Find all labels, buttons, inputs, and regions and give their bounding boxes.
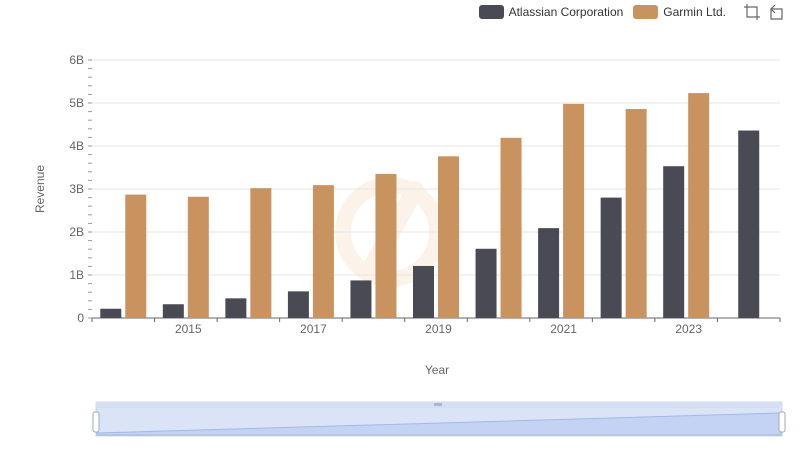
- y-tick-label: 0: [77, 311, 84, 325]
- bar-garmin[interactable]: [187, 196, 209, 318]
- data-zoom-move-grip[interactable]: [434, 403, 442, 406]
- y-tick-label: 5B: [69, 96, 84, 110]
- bar-atlassian[interactable]: [162, 304, 184, 318]
- data-zoom-preview: [96, 412, 782, 436]
- bar-atlassian[interactable]: [225, 298, 247, 318]
- bar-garmin[interactable]: [375, 173, 397, 318]
- x-axis: 2015 2017 2019 2021 2023: [91, 317, 781, 336]
- bar-garmin[interactable]: [625, 109, 647, 319]
- data-zoom-right-handle[interactable]: [778, 411, 786, 433]
- zoom-icon[interactable]: [744, 4, 760, 20]
- legend-label-garmin: Garmin Ltd.: [663, 5, 726, 19]
- legend-swatch-atlassian: [478, 5, 504, 19]
- bar-atlassian[interactable]: [600, 197, 622, 318]
- y-tick-label: 2B: [69, 225, 84, 239]
- legend-item-atlassian[interactable]: Atlassian Corporation: [478, 5, 624, 19]
- bar-garmin[interactable]: [125, 194, 147, 318]
- data-zoom-slider[interactable]: [92, 401, 786, 437]
- legend-item-garmin[interactable]: Garmin Ltd.: [633, 5, 726, 19]
- bar-garmin[interactable]: [500, 137, 522, 318]
- bar-atlassian[interactable]: [350, 280, 372, 318]
- x-tick-label: 2019: [425, 322, 452, 336]
- bar-garmin[interactable]: [688, 93, 710, 318]
- bar-garmin[interactable]: [563, 103, 585, 318]
- x-axis-label: Year: [425, 363, 449, 377]
- legend: Atlassian Corporation Garmin Ltd.: [478, 4, 784, 20]
- data-zoom-left-handle[interactable]: [92, 411, 100, 433]
- y-tick-label: 4B: [69, 139, 84, 153]
- bar-atlassian[interactable]: [413, 265, 434, 318]
- bar-atlassian[interactable]: [538, 228, 560, 318]
- bar-garmin[interactable]: [250, 188, 272, 318]
- bar-garmin[interactable]: [438, 156, 459, 318]
- x-tick-label: 2015: [175, 322, 202, 336]
- y-tick-label: 3B: [69, 182, 84, 196]
- bar-garmin[interactable]: [312, 185, 334, 318]
- data-zoom-selection[interactable]: [96, 408, 782, 436]
- bar-atlassian[interactable]: [287, 291, 309, 318]
- x-tick-label: 2023: [675, 322, 702, 336]
- bar-atlassian[interactable]: [100, 308, 122, 318]
- restore-icon[interactable]: [768, 4, 784, 20]
- legend-label-atlassian: Atlassian Corporation: [508, 5, 624, 19]
- bars: [100, 93, 760, 319]
- legend-swatch-garmin: [633, 5, 659, 19]
- x-tick-label: 2017: [300, 322, 327, 336]
- bar-atlassian[interactable]: [663, 166, 685, 318]
- bar-atlassian[interactable]: [738, 130, 760, 318]
- y-tick-label: 1B: [69, 268, 84, 282]
- y-tick-label: 6B: [69, 53, 84, 67]
- x-tick-label: 2021: [550, 322, 577, 336]
- y-axis-label: Revenue: [33, 165, 47, 213]
- bar-atlassian[interactable]: [475, 248, 497, 318]
- y-axis: 0 1B 2B 3B 4B 5B 6B: [69, 53, 92, 325]
